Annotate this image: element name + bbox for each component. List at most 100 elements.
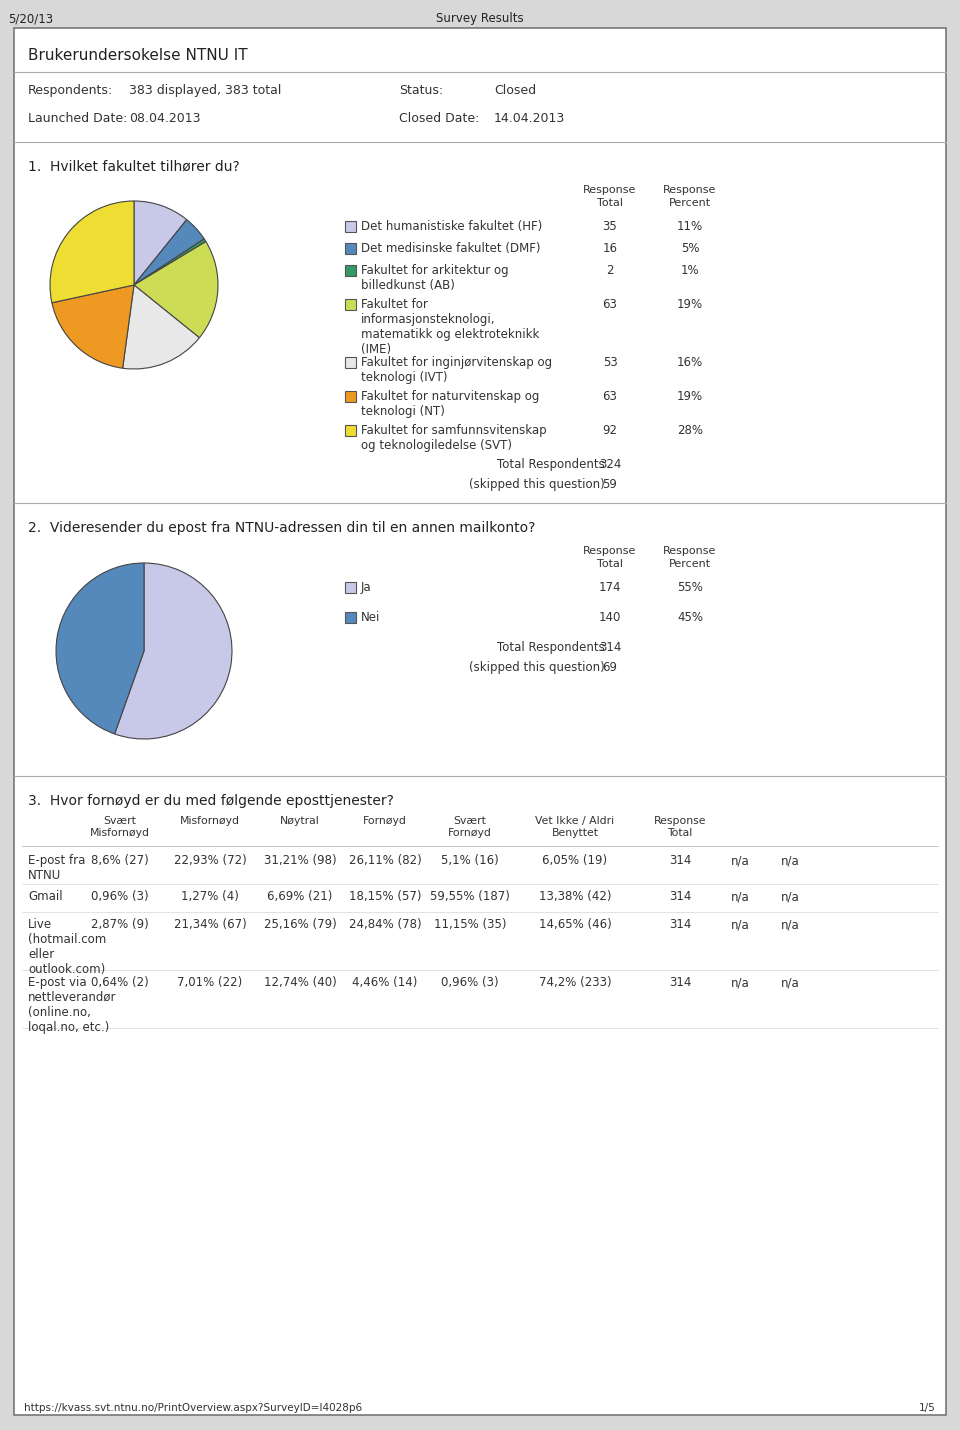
Text: 1.  Hvilket fakultet tilhører du?: 1. Hvilket fakultet tilhører du? <box>28 160 240 174</box>
Text: 314: 314 <box>669 918 691 931</box>
Text: 16%: 16% <box>677 356 703 369</box>
Wedge shape <box>56 563 144 734</box>
Text: Total: Total <box>597 197 623 207</box>
Text: Total: Total <box>597 559 623 569</box>
Text: Fakultet for
informasjonsteknologi,
matematikk og elektroteknikk
(IME): Fakultet for informasjonsteknologi, mate… <box>361 297 540 356</box>
Text: Response: Response <box>663 184 717 194</box>
Text: Vet Ikke / Aldri
Benyttet: Vet Ikke / Aldri Benyttet <box>536 817 614 838</box>
Text: E-post fra
NTNU: E-post fra NTNU <box>28 854 85 882</box>
Bar <box>345 265 356 276</box>
Text: 5/20/13: 5/20/13 <box>8 11 53 24</box>
Text: 92: 92 <box>603 425 617 438</box>
Text: n/a: n/a <box>780 977 800 990</box>
Text: Launched Date:: Launched Date: <box>28 112 128 124</box>
Bar <box>345 299 356 310</box>
Text: 59,55% (187): 59,55% (187) <box>430 889 510 902</box>
Text: Svært
Fornøyd: Svært Fornøyd <box>448 817 492 838</box>
Wedge shape <box>134 242 218 337</box>
Text: 6,69% (21): 6,69% (21) <box>267 889 333 902</box>
Text: Response
Total: Response Total <box>654 817 707 838</box>
Text: 2,87% (9): 2,87% (9) <box>91 918 149 931</box>
Text: 6,05% (19): 6,05% (19) <box>542 854 608 867</box>
Text: Percent: Percent <box>669 559 711 569</box>
Text: 314: 314 <box>669 977 691 990</box>
Text: Response: Response <box>663 546 717 556</box>
Wedge shape <box>134 202 187 285</box>
Text: 28%: 28% <box>677 425 703 438</box>
Text: (skipped this question): (skipped this question) <box>469 478 605 490</box>
Text: Misfornøyd: Misfornøyd <box>180 817 240 827</box>
Text: n/a: n/a <box>731 918 750 931</box>
Text: 19%: 19% <box>677 297 703 310</box>
Bar <box>345 582 356 593</box>
Bar <box>345 390 356 402</box>
Wedge shape <box>134 239 205 285</box>
Text: 0,64% (2): 0,64% (2) <box>91 977 149 990</box>
Text: 24,84% (78): 24,84% (78) <box>348 918 421 931</box>
Text: 0,96% (3): 0,96% (3) <box>442 977 499 990</box>
Bar <box>345 243 356 255</box>
Text: n/a: n/a <box>780 918 800 931</box>
Text: E-post via
nettleverandør
(online.no,
loqal.no, etc.): E-post via nettleverandør (online.no, lo… <box>28 977 116 1034</box>
Wedge shape <box>52 285 134 369</box>
Text: 35: 35 <box>603 220 617 233</box>
Text: Total Respondents: Total Respondents <box>497 641 605 654</box>
Text: Fakultet for naturvitenskap og
teknologi (NT): Fakultet for naturvitenskap og teknologi… <box>361 390 540 418</box>
Text: 55%: 55% <box>677 581 703 593</box>
Text: 7,01% (22): 7,01% (22) <box>178 977 243 990</box>
Text: Status:: Status: <box>399 84 444 97</box>
Bar <box>345 612 356 623</box>
Text: Nøytral: Nøytral <box>280 817 320 827</box>
Text: https://kvass.svt.ntnu.no/PrintOverview.aspx?SurveyID=l4028p6: https://kvass.svt.ntnu.no/PrintOverview.… <box>24 1403 362 1413</box>
Text: Det humanistiske fakultet (HF): Det humanistiske fakultet (HF) <box>361 220 542 233</box>
Text: 140: 140 <box>599 611 621 623</box>
Text: 5%: 5% <box>681 242 699 255</box>
Text: Fakultet for arkitektur og
billedkunst (AB): Fakultet for arkitektur og billedkunst (… <box>361 265 509 292</box>
Text: 14,65% (46): 14,65% (46) <box>539 918 612 931</box>
Text: 19%: 19% <box>677 390 703 403</box>
Text: 11,15% (35): 11,15% (35) <box>434 918 506 931</box>
Text: 31,21% (98): 31,21% (98) <box>264 854 336 867</box>
Text: Fornøyd: Fornøyd <box>363 817 407 827</box>
Wedge shape <box>123 285 200 369</box>
Wedge shape <box>134 220 204 285</box>
Text: 25,16% (79): 25,16% (79) <box>264 918 336 931</box>
Text: Nei: Nei <box>361 611 380 623</box>
Text: Survey Results: Survey Results <box>436 11 524 24</box>
Text: 5,1% (16): 5,1% (16) <box>442 854 499 867</box>
Text: 16: 16 <box>603 242 617 255</box>
Text: 3.  Hvor fornøyd er du med følgende eposttjenester?: 3. Hvor fornøyd er du med følgende epost… <box>28 794 394 808</box>
Text: 13,38% (42): 13,38% (42) <box>539 889 612 902</box>
Text: n/a: n/a <box>780 889 800 902</box>
Text: 69: 69 <box>603 661 617 674</box>
Text: 314: 314 <box>599 641 621 654</box>
Bar <box>345 425 356 436</box>
Text: 324: 324 <box>599 458 621 470</box>
Text: 74,2% (233): 74,2% (233) <box>539 977 612 990</box>
Text: 1,27% (4): 1,27% (4) <box>181 889 239 902</box>
Text: 12,74% (40): 12,74% (40) <box>264 977 336 990</box>
Text: 383 displayed, 383 total: 383 displayed, 383 total <box>129 84 281 97</box>
Text: 22,93% (72): 22,93% (72) <box>174 854 247 867</box>
Text: 1%: 1% <box>681 265 699 277</box>
Text: 174: 174 <box>599 581 621 593</box>
Text: 26,11% (82): 26,11% (82) <box>348 854 421 867</box>
Text: Total Respondents: Total Respondents <box>497 458 605 470</box>
Text: Response: Response <box>584 184 636 194</box>
Text: Response: Response <box>584 546 636 556</box>
Text: Gmail: Gmail <box>28 889 62 902</box>
Text: Ja: Ja <box>361 581 372 593</box>
Text: 2: 2 <box>607 265 613 277</box>
Text: Svært
Misfornøyd: Svært Misfornøyd <box>90 817 150 838</box>
Bar <box>345 222 356 232</box>
Text: Closed Date:: Closed Date: <box>399 112 479 124</box>
Wedge shape <box>114 563 232 739</box>
Text: 314: 314 <box>669 854 691 867</box>
Text: 14.04.2013: 14.04.2013 <box>494 112 565 124</box>
Text: 1/5: 1/5 <box>920 1403 936 1413</box>
Text: Percent: Percent <box>669 197 711 207</box>
Text: 314: 314 <box>669 889 691 902</box>
Text: Fakultet for samfunnsvitenskap
og teknologiledelse (SVT): Fakultet for samfunnsvitenskap og teknol… <box>361 425 546 452</box>
Text: 59: 59 <box>603 478 617 490</box>
Text: Live
(hotmail.com
eller
outlook.com): Live (hotmail.com eller outlook.com) <box>28 918 107 977</box>
